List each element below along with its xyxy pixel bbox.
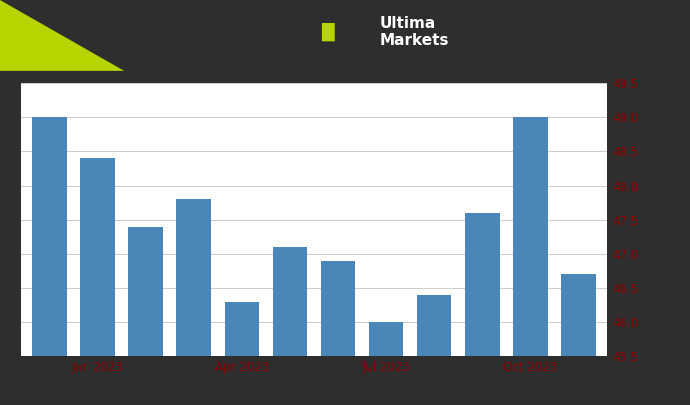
Bar: [128, 226, 163, 405]
Polygon shape: [0, 0, 124, 71]
Bar: [417, 295, 451, 405]
Bar: [80, 158, 115, 405]
Text: Ultima
Markets: Ultima Markets: [380, 16, 449, 48]
Bar: [368, 322, 404, 405]
Bar: [177, 199, 211, 405]
Bar: [32, 117, 67, 405]
Bar: [273, 247, 307, 405]
Text: ▐▌: ▐▌: [314, 23, 342, 41]
Bar: [513, 117, 548, 405]
Bar: [465, 213, 500, 405]
Bar: [561, 274, 595, 405]
Bar: [321, 261, 355, 405]
Bar: [224, 302, 259, 405]
